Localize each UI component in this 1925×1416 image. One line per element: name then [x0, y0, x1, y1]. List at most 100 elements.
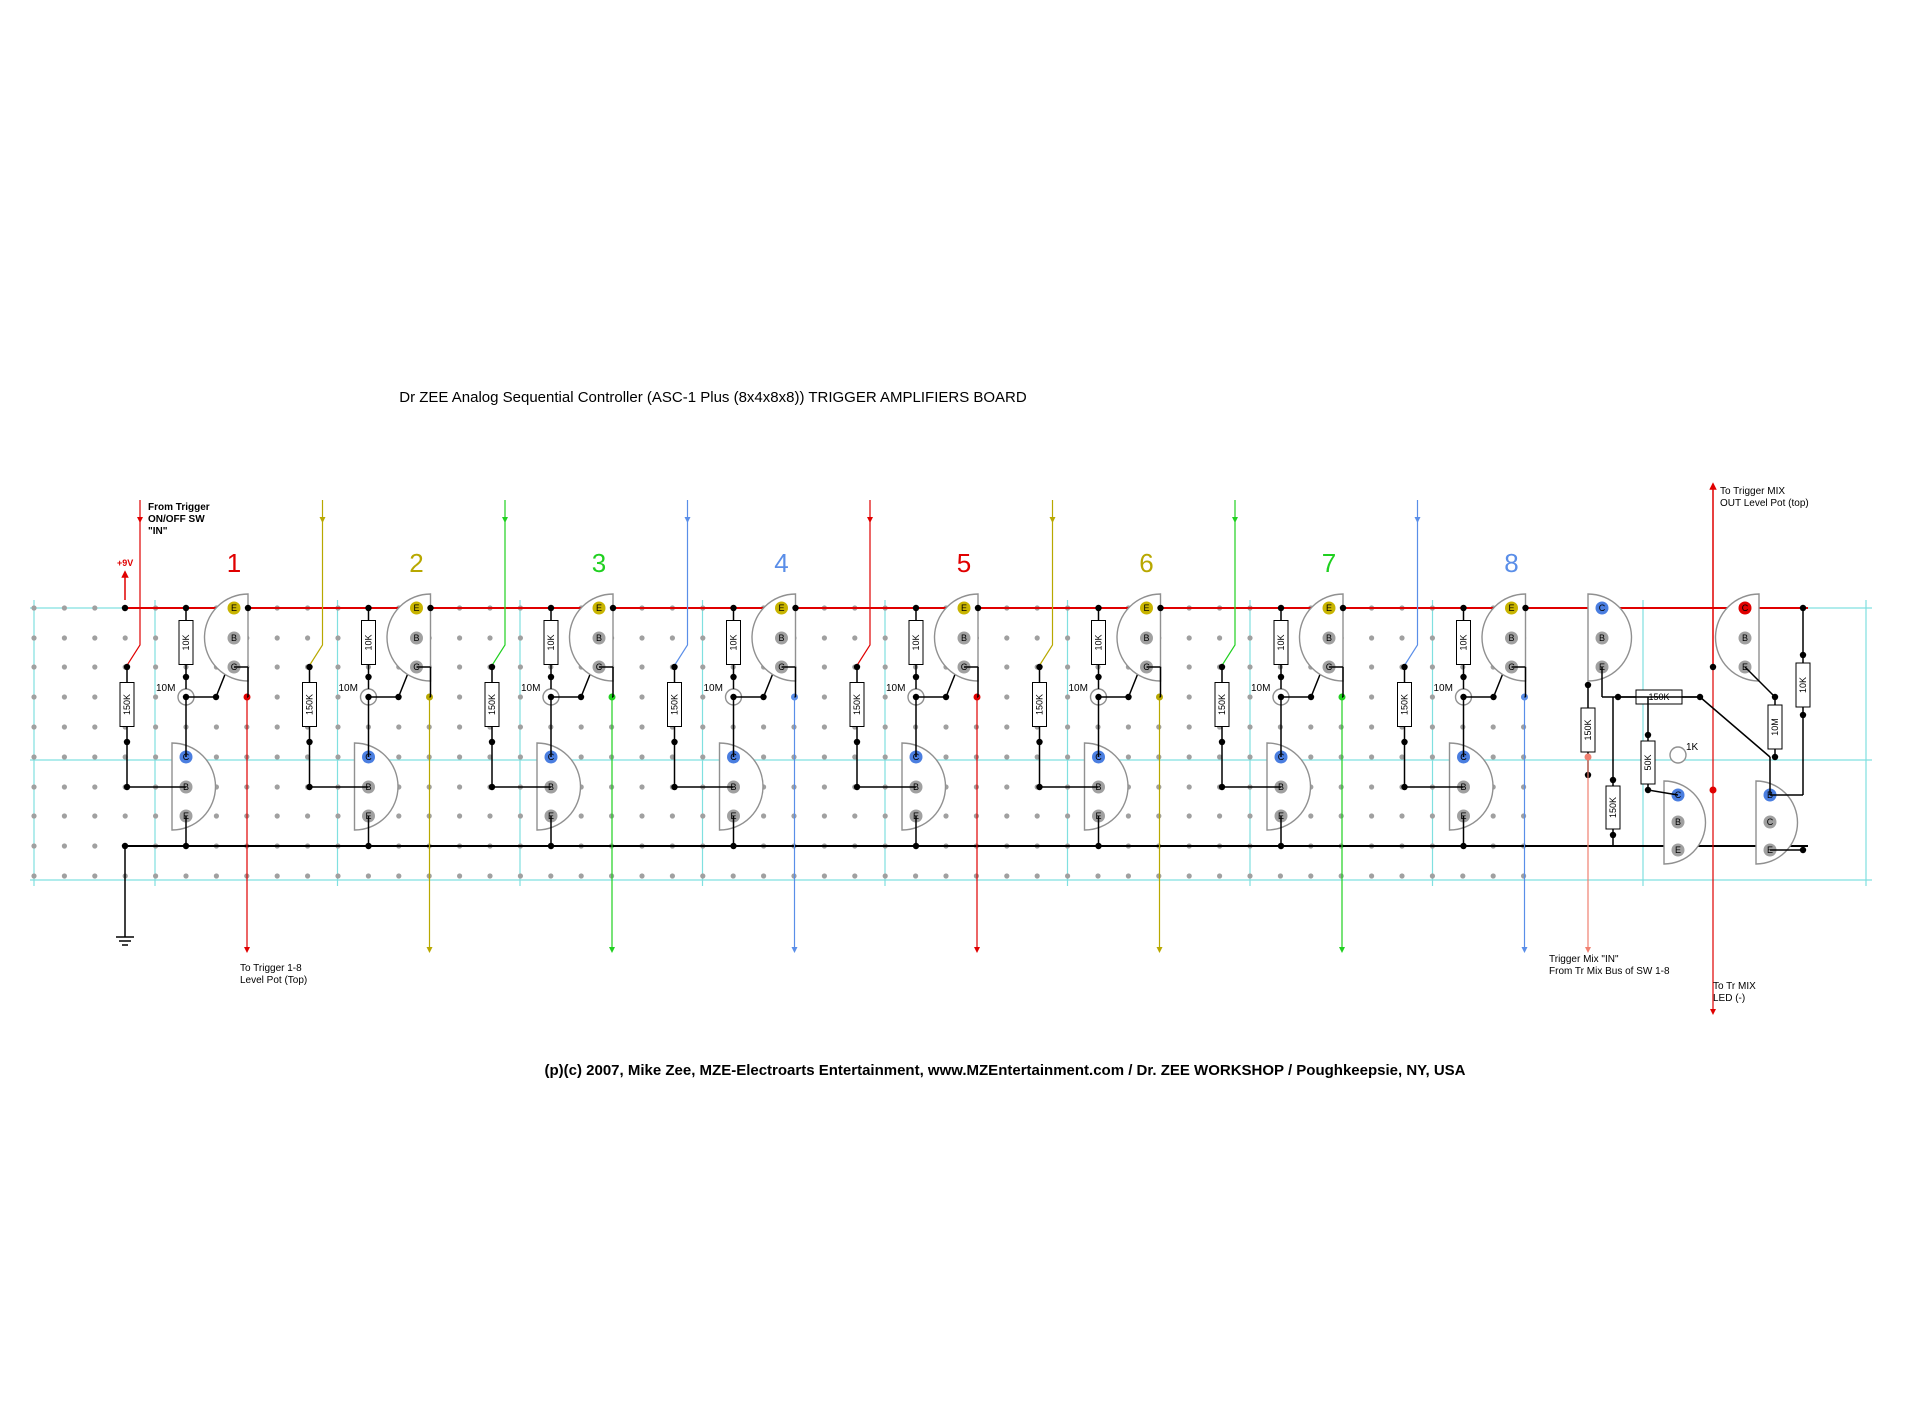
- stripboard-hole: [122, 635, 128, 641]
- stripboard-hole: [639, 873, 645, 879]
- transistor: EBC: [203, 593, 249, 682]
- resistor: 150K: [1605, 776, 1621, 839]
- resistor-value: 50K: [1643, 754, 1653, 770]
- solder-dot: [547, 604, 555, 612]
- stripboard-hole: [1399, 813, 1405, 819]
- transistor-pin: [227, 601, 241, 615]
- pin-label: B: [596, 633, 602, 643]
- capacitor-value: 10M: [339, 683, 358, 694]
- stripboard-hole: [1369, 813, 1375, 819]
- resistor: 50K: [1640, 731, 1656, 794]
- stripboard-hole: [1186, 724, 1192, 730]
- resistor-body: [1214, 682, 1230, 727]
- stripboard-hole: [882, 664, 888, 670]
- stripboard-hole: [1125, 813, 1131, 819]
- wire: [1699, 696, 1771, 758]
- stripboard-hole: [1429, 873, 1435, 879]
- solder-dot: [1277, 842, 1285, 850]
- solder-dot: [730, 842, 737, 850]
- stripboard-hole: [943, 873, 949, 879]
- stripboard-hole: [274, 873, 280, 879]
- stripboard-hole: [1338, 784, 1344, 790]
- solder-dot: [1036, 663, 1043, 671]
- resistor-value: 150K: [670, 694, 680, 715]
- stripboard-hole: [578, 873, 584, 879]
- solder-dot: [1771, 753, 1779, 761]
- transistor-body: [1714, 593, 1760, 682]
- stripboard-hole: [1338, 873, 1344, 879]
- stripboard-hole: [1065, 754, 1071, 760]
- stripboard-hole: [1338, 813, 1344, 819]
- stripboard-hole: [31, 724, 37, 730]
- stripboard-hole: [31, 754, 37, 760]
- wire: [1647, 789, 1679, 796]
- resistor-value: 150K: [122, 694, 132, 715]
- stripboard-hole: [578, 754, 584, 760]
- stripboard-hole: [61, 635, 67, 641]
- stripboard-hole: [335, 754, 341, 760]
- channel-1: 1150K10K10MEBCCBE: [119, 500, 252, 953]
- stripboard-hole: [852, 754, 858, 760]
- stripboard-hole: [1308, 724, 1314, 730]
- stripboard-hole: [31, 843, 37, 849]
- resistor-body: [1032, 682, 1047, 727]
- stripboard-hole: [1156, 873, 1162, 879]
- svg-text:From Trigger: From Trigger: [148, 502, 210, 513]
- pin-label: B: [961, 633, 967, 643]
- transistor-pin: [1738, 601, 1752, 615]
- resistor-body: [1605, 785, 1621, 830]
- resistor-body: [178, 620, 194, 665]
- stripboard-hole: [92, 664, 98, 670]
- resistor: 150K: [849, 663, 865, 746]
- stripboard-hole: [1004, 724, 1010, 730]
- transistor: EBC: [568, 593, 614, 682]
- resistor-body: [543, 620, 559, 665]
- capacitor-value: 10M: [1434, 683, 1453, 694]
- stripboard-hole: [92, 694, 98, 700]
- trigger-input-wire: [1037, 520, 1054, 668]
- stripboard-hole: [335, 664, 341, 670]
- stripboard-hole: [882, 694, 888, 700]
- stripboard-hole: [852, 813, 858, 819]
- stripboard-hole: [821, 635, 828, 641]
- stripboard-hole: [943, 813, 949, 819]
- resistor-value: 150K: [1217, 694, 1227, 715]
- stripboard-hole: [31, 813, 37, 819]
- stripboard-hole: [487, 635, 493, 641]
- stripboard-hole: [1034, 873, 1040, 879]
- resistor-value: 150K: [1035, 694, 1045, 715]
- channel-5: 5150K10K10MEBCCBE: [849, 500, 982, 953]
- stripboard-hole: [1186, 664, 1192, 670]
- resistor-body: [1795, 662, 1811, 708]
- transistor-pin: [957, 601, 971, 615]
- resistor: 150K: [119, 663, 135, 746]
- resistor: 10M: [1767, 693, 1783, 761]
- stripboard-hole: [639, 754, 645, 760]
- stripboard-hole: [1065, 724, 1071, 730]
- stripboard-hole: [335, 813, 341, 819]
- trigger-input-wire: [672, 520, 689, 668]
- stripboard-hole: [1521, 724, 1527, 730]
- transistor-pin: [1671, 815, 1685, 829]
- stripboard-hole: [1004, 694, 1010, 700]
- stripboard-hole: [274, 813, 280, 819]
- stripboard-hole: [1399, 754, 1405, 760]
- stripboard-hole: [335, 694, 341, 700]
- svg-text:ON/OFF SW: ON/OFF SW: [148, 514, 205, 525]
- resistor: 10K: [1091, 604, 1106, 681]
- pin-label: E: [961, 603, 967, 613]
- solder-dot: [123, 783, 131, 791]
- stripboard-hole: [1004, 873, 1010, 879]
- stripboard-hole: [1429, 813, 1435, 819]
- stripboard-hole: [1186, 694, 1192, 700]
- transistor-pin: [592, 631, 606, 645]
- stripboard-hole: [1247, 754, 1253, 760]
- stripboard-hole: [1338, 724, 1344, 730]
- stripboard-hole: [669, 813, 676, 819]
- page-title: Dr ZEE Analog Sequential Controller (ASC…: [399, 389, 1027, 406]
- svg-text:To Trigger 1-8: To Trigger 1-8: [240, 963, 302, 974]
- to-trigger-mix-out-label: To Trigger MIX OUT Level Pot (top): [1720, 486, 1809, 509]
- stripboard-hole: [821, 784, 828, 790]
- stripboard-hole: [1521, 873, 1527, 879]
- stripboard-hole: [761, 873, 767, 879]
